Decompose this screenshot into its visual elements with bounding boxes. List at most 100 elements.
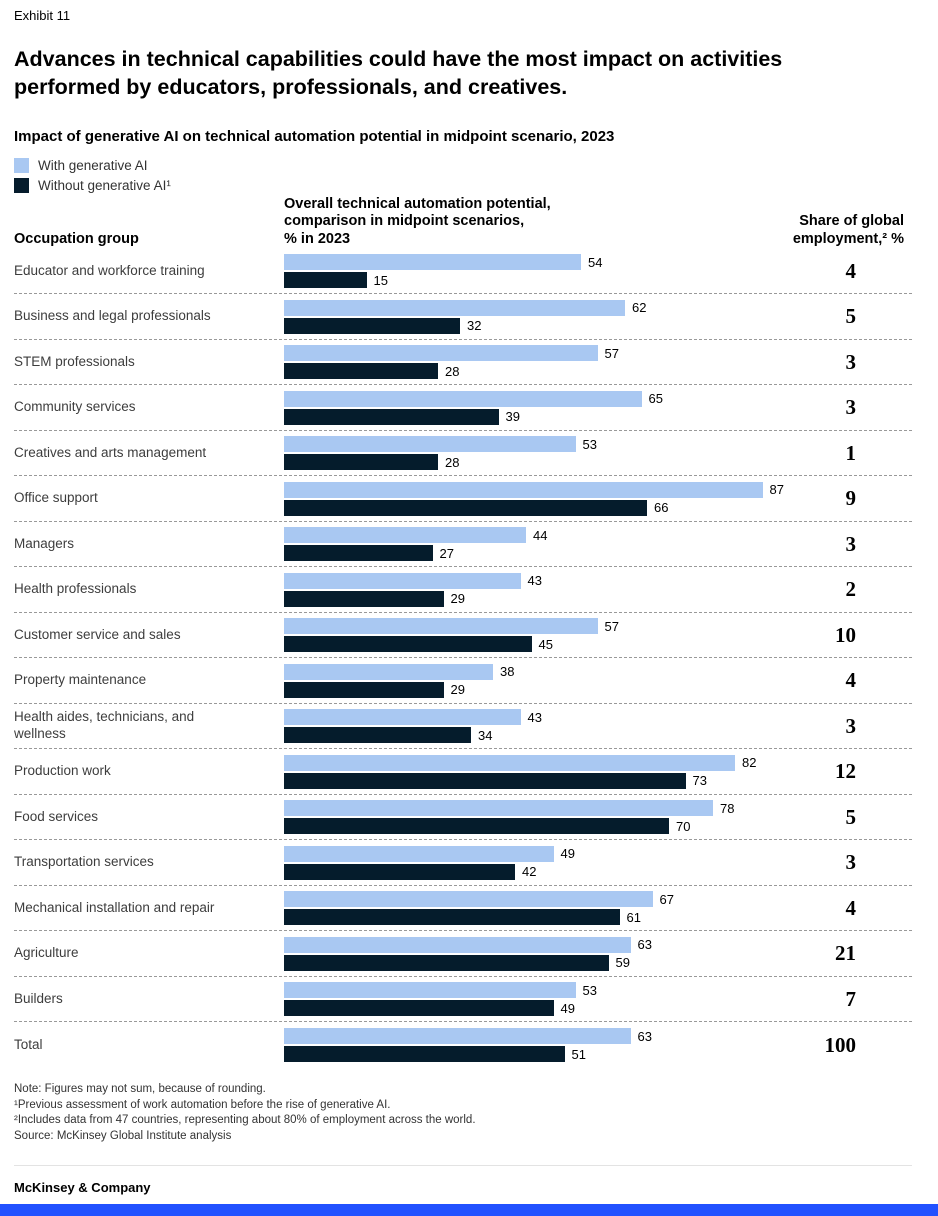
bar-without-generative-ai	[284, 954, 609, 971]
bar-value-label: 28	[445, 363, 460, 379]
bar-group: 53 28	[284, 436, 766, 470]
bar-value-label: 43	[527, 709, 542, 725]
bar-line: 49	[284, 1000, 766, 1016]
footnote: Source: McKinsey Global Institute analys…	[14, 1130, 232, 1143]
occupation-label: Property maintenance	[14, 672, 147, 688]
automation-potential-header: Overall technical automation potential, …	[284, 195, 551, 248]
bar-line: 66	[284, 499, 766, 516]
bar-group: 43 29	[284, 572, 766, 607]
share-of-employment-value: 4	[845, 668, 857, 692]
share-of-employment-value: 2	[845, 577, 857, 601]
right-header-column: Share of global employment,² %	[766, 213, 912, 248]
bar-value-label: 49	[560, 846, 575, 861]
occupation-label: Community services	[14, 399, 136, 415]
bar-group: 63 59	[284, 936, 766, 971]
bar-value-label: 42	[522, 864, 537, 879]
occupation-group-header: Occupation group	[14, 231, 139, 248]
bar-value-label: 59	[615, 955, 630, 970]
bar-with-generative-ai	[284, 481, 763, 498]
share-of-employment-value: 21	[835, 941, 856, 965]
bar-group: 57 28	[284, 345, 766, 379]
bar-line: 38	[284, 663, 766, 680]
bar-with-generative-ai	[284, 345, 598, 361]
bar-line: 34	[284, 727, 766, 743]
bar-group: 87 66	[284, 481, 784, 516]
bar-line: 32	[284, 317, 766, 334]
bar-with-generative-ai	[284, 254, 581, 270]
table-row: Mechanical installation and repair 67 61 4	[14, 886, 912, 932]
share-of-employment-value: 3	[845, 850, 857, 874]
bar-value-label: 73	[692, 773, 707, 788]
bar-line: 28	[284, 363, 766, 379]
bar-line: 54	[284, 254, 766, 270]
share-of-employment-value: 3	[845, 531, 857, 556]
bar-value-label: 61	[626, 909, 641, 925]
bar-group: 43 34	[284, 709, 766, 743]
table-row: Business and legal professionals 62 32 5	[14, 294, 912, 340]
bar-with-generative-ai	[284, 663, 493, 680]
bar-value-label: 49	[560, 1000, 575, 1016]
bar-group: 67 61	[284, 891, 766, 925]
bar-with-generative-ai	[284, 936, 631, 953]
bottom-stripe	[0, 1204, 938, 1216]
bar-group: 44 27	[284, 527, 766, 561]
bar-without-generative-ai	[284, 1000, 554, 1016]
chart-legend: With generative AI Without generative AI…	[14, 153, 284, 193]
bar-value-label: 63	[637, 937, 652, 952]
bar-group: 53 49	[284, 982, 766, 1016]
table-row: Creatives and arts management 53 28 1	[14, 431, 912, 477]
bar-without-generative-ai	[284, 363, 438, 379]
occupation-label: STEM professionals	[14, 353, 135, 369]
bar-group: 54 15	[284, 254, 766, 288]
legend-label-without-genai: Without generative AI¹	[38, 177, 171, 193]
share-of-employment-value: 7	[845, 986, 857, 1011]
bar-value-label: 44	[533, 527, 548, 543]
bar-value-label: 28	[445, 454, 460, 470]
table-row: Builders 53 49 7	[14, 977, 912, 1023]
bar-line: 82	[284, 754, 766, 771]
bar-line: 63	[284, 936, 766, 953]
bar-line: 73	[284, 772, 766, 789]
share-of-employment-value: 4	[845, 895, 857, 920]
footnote: ¹Previous assessment of work automation …	[14, 1098, 391, 1111]
bar-line: 45	[284, 636, 766, 652]
chart-header: With generative AI Without generative AI…	[14, 153, 912, 249]
bar-value-label: 65	[648, 391, 663, 406]
bar-without-generative-ai	[284, 317, 460, 334]
share-of-employment-value: 5	[845, 304, 857, 328]
chart-subtitle: Impact of generative AI on technical aut…	[14, 127, 615, 145]
bar-line: 57	[284, 345, 766, 361]
table-row: Health professionals 43 29 2	[14, 567, 912, 613]
table-row: Office support 87 66 9	[14, 476, 912, 522]
company-logo: McKinsey & Company	[14, 1180, 151, 1196]
bar-value-label: 43	[527, 573, 542, 588]
bar-without-generative-ai	[284, 1046, 565, 1062]
table-row: Educator and workforce training 54 15 4	[14, 249, 912, 295]
occupation-label: Managers	[14, 535, 75, 551]
legend-item-without-genai: Without generative AI¹	[14, 177, 284, 193]
footnotes: Note: Figures may not sum, because of ro…	[14, 1082, 912, 1145]
bar-line: 15	[284, 272, 766, 288]
bar-group: 65 39	[284, 390, 766, 425]
bar-line: 53	[284, 982, 766, 998]
share-of-employment-value: 9	[845, 486, 857, 510]
footnote: ²Includes data from 47 countries, repres…	[14, 1114, 476, 1127]
table-row: Production work 82 73 12	[14, 749, 912, 795]
occupation-label: Health aides, technicians, and wellness	[14, 709, 195, 741]
bar-without-generative-ai	[284, 909, 620, 925]
bar-with-generative-ai	[284, 982, 576, 998]
share-of-employment-value: 3	[845, 395, 857, 419]
bar-with-generative-ai	[284, 436, 576, 452]
table-row: Agriculture 63 59 21	[14, 931, 912, 977]
bar-line: 43	[284, 709, 766, 725]
occupation-label: Mechanical installation and repair	[14, 899, 215, 915]
bar-with-generative-ai	[284, 1028, 631, 1044]
bar-line: 29	[284, 681, 766, 698]
bar-without-generative-ai	[284, 272, 367, 288]
bar-line: 44	[284, 527, 766, 543]
bar-group: 63 51	[284, 1028, 766, 1062]
legend-label-with-genai: With generative AI	[38, 157, 148, 173]
page-title: Advances in technical capabilities could…	[14, 47, 783, 100]
bar-value-label: 67	[659, 891, 674, 907]
